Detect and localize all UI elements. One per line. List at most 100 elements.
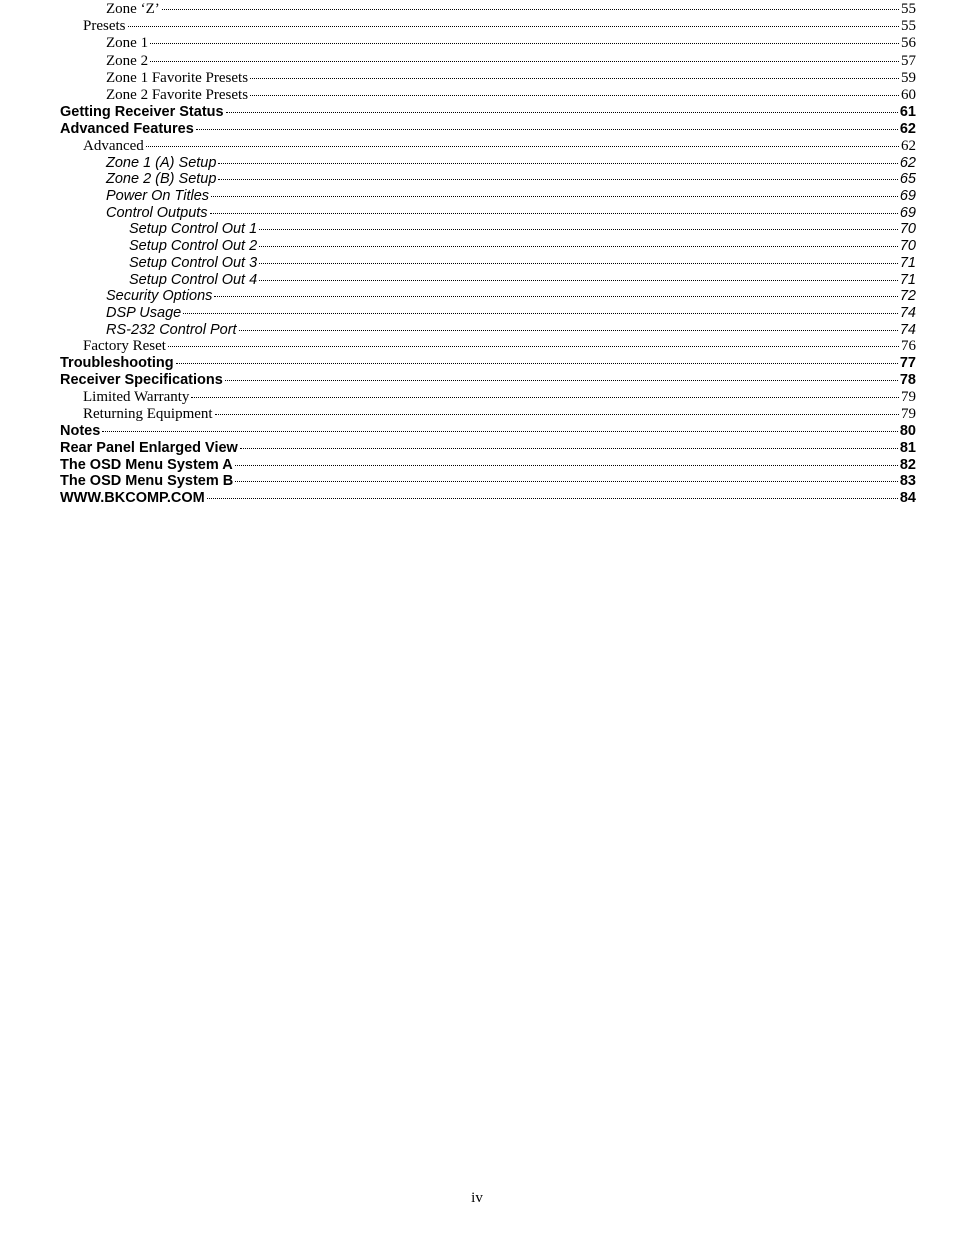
toc-leader-dots — [240, 448, 898, 449]
toc-row: Zone 2 57 — [60, 54, 916, 69]
toc-entry-label: Presets — [83, 19, 126, 34]
toc-entry-label: Setup Control Out 2 — [129, 239, 257, 254]
toc-entry-label: Notes — [60, 424, 100, 439]
toc-entry-page: 79 — [901, 407, 916, 422]
table-of-contents: Zone ‘Z’55Presets55Zone 156Zone 257Zone … — [60, 2, 916, 508]
toc-leader-dots — [191, 397, 899, 398]
toc-row: Zone 2 (B) Setup 65 — [60, 172, 916, 187]
toc-entry-page: 69 — [900, 189, 916, 204]
toc-leader-dots — [259, 246, 898, 247]
toc-leader-dots — [218, 179, 897, 180]
toc-entry-label: Advanced Features — [60, 122, 194, 137]
toc-leader-dots — [207, 498, 898, 499]
toc-entry-label: Setup Control Out 4 — [129, 273, 257, 288]
toc-row: Advanced Features 62 — [60, 122, 916, 137]
toc-entry-page: 78 — [900, 373, 916, 388]
toc-leader-dots — [259, 229, 898, 230]
toc-entry-page: 57 — [901, 54, 916, 69]
toc-entry-page: 72 — [900, 289, 916, 304]
toc-entry-label: Power On Titles — [106, 189, 209, 204]
toc-entry-label: Zone 2 — [106, 54, 148, 69]
toc-entry-label: Setup Control Out 3 — [129, 256, 257, 271]
toc-entry-label: Zone 1 (A) Setup — [106, 156, 216, 171]
toc-leader-dots — [168, 346, 899, 347]
toc-row: Presets 55 — [60, 19, 916, 34]
toc-entry-page: 56 — [901, 36, 916, 51]
toc-leader-dots — [225, 380, 898, 381]
toc-leader-dots — [210, 213, 898, 214]
toc-row: The OSD Menu System A82 — [60, 458, 916, 473]
toc-entry-page: 81 — [900, 441, 916, 456]
toc-entry-page: 65 — [900, 172, 916, 187]
toc-leader-dots — [146, 146, 899, 147]
toc-leader-dots — [250, 78, 899, 79]
toc-row: Setup Control Out 4 71 — [60, 273, 916, 288]
toc-leader-dots — [218, 163, 897, 164]
toc-row: DSP Usage 74 — [60, 306, 916, 321]
toc-entry-label: Control Outputs — [106, 206, 208, 221]
toc-row: Zone ‘Z’ 55 — [60, 2, 916, 17]
toc-entry-page: 62 — [900, 122, 916, 137]
toc-entry-label: Zone 2 Favorite Presets — [106, 88, 248, 103]
toc-entry-page: 80 — [900, 424, 916, 439]
toc-row: Rear Panel Enlarged View 81 — [60, 441, 916, 456]
toc-leader-dots — [128, 26, 900, 27]
toc-row: Advanced 62 — [60, 139, 916, 154]
toc-entry-label: Zone 2 (B) Setup — [106, 172, 216, 187]
toc-entry-page: 79 — [901, 390, 916, 405]
toc-row: Getting Receiver Status61 — [60, 105, 916, 120]
toc-leader-dots — [215, 414, 899, 415]
toc-row: Setup Control Out 170 — [60, 222, 916, 237]
toc-entry-label: RS-232 Control Port — [106, 323, 237, 338]
toc-entry-label: Getting Receiver Status — [60, 105, 224, 120]
toc-leader-dots — [196, 129, 898, 130]
toc-row: WWW.BKCOMP.COM84 — [60, 491, 916, 506]
toc-entry-page: 60 — [901, 88, 916, 103]
toc-entry-label: Setup Control Out 1 — [129, 222, 257, 237]
toc-entry-page: 83 — [900, 474, 916, 489]
toc-leader-dots — [259, 280, 898, 281]
toc-leader-dots — [176, 363, 898, 364]
toc-row: Control Outputs 69 — [60, 206, 916, 221]
toc-entry-label: Zone 1 — [106, 36, 148, 51]
toc-leader-dots — [239, 330, 898, 331]
toc-leader-dots — [150, 61, 899, 62]
toc-row: Setup Control Out 270 — [60, 239, 916, 254]
toc-leader-dots — [226, 112, 898, 113]
toc-entry-page: 77 — [900, 356, 916, 371]
toc-leader-dots — [259, 263, 898, 264]
page-number: iv — [0, 1190, 954, 1207]
toc-entry-label: The OSD Menu System A — [60, 458, 233, 473]
toc-leader-dots — [162, 9, 899, 10]
toc-entry-label: DSP Usage — [106, 306, 181, 321]
toc-leader-dots — [235, 465, 898, 466]
toc-row: Security Options72 — [60, 289, 916, 304]
toc-row: Zone 1 56 — [60, 36, 916, 51]
toc-entry-label: Zone ‘Z’ — [106, 2, 160, 17]
toc-entry-page: 71 — [900, 273, 916, 288]
toc-row: Notes 80 — [60, 424, 916, 439]
toc-entry-page: 62 — [901, 139, 916, 154]
toc-row: Limited Warranty 79 — [60, 390, 916, 405]
toc-entry-label: Limited Warranty — [83, 390, 189, 405]
toc-entry-page: 55 — [901, 2, 916, 17]
toc-entry-page: 74 — [900, 306, 916, 321]
toc-entry-page: 76 — [901, 339, 916, 354]
toc-entry-page: 59 — [901, 71, 916, 86]
toc-leader-dots — [211, 196, 898, 197]
toc-row: Troubleshooting 77 — [60, 356, 916, 371]
toc-leader-dots — [150, 43, 899, 44]
toc-leader-dots — [250, 95, 899, 96]
toc-entry-label: Troubleshooting — [60, 356, 174, 371]
toc-leader-dots — [183, 313, 898, 314]
toc-entry-label: Zone 1 Favorite Presets — [106, 71, 248, 86]
toc-leader-dots — [235, 481, 898, 482]
toc-entry-label: Rear Panel Enlarged View — [60, 441, 238, 456]
toc-row: Power On Titles 69 — [60, 189, 916, 204]
toc-entry-label: Advanced — [83, 139, 144, 154]
toc-row: Returning Equipment79 — [60, 407, 916, 422]
toc-entry-page: 55 — [901, 19, 916, 34]
toc-entry-label: Factory Reset — [83, 339, 166, 354]
toc-entry-page: 69 — [900, 206, 916, 221]
toc-row: Zone 2 Favorite Presets 60 — [60, 88, 916, 103]
